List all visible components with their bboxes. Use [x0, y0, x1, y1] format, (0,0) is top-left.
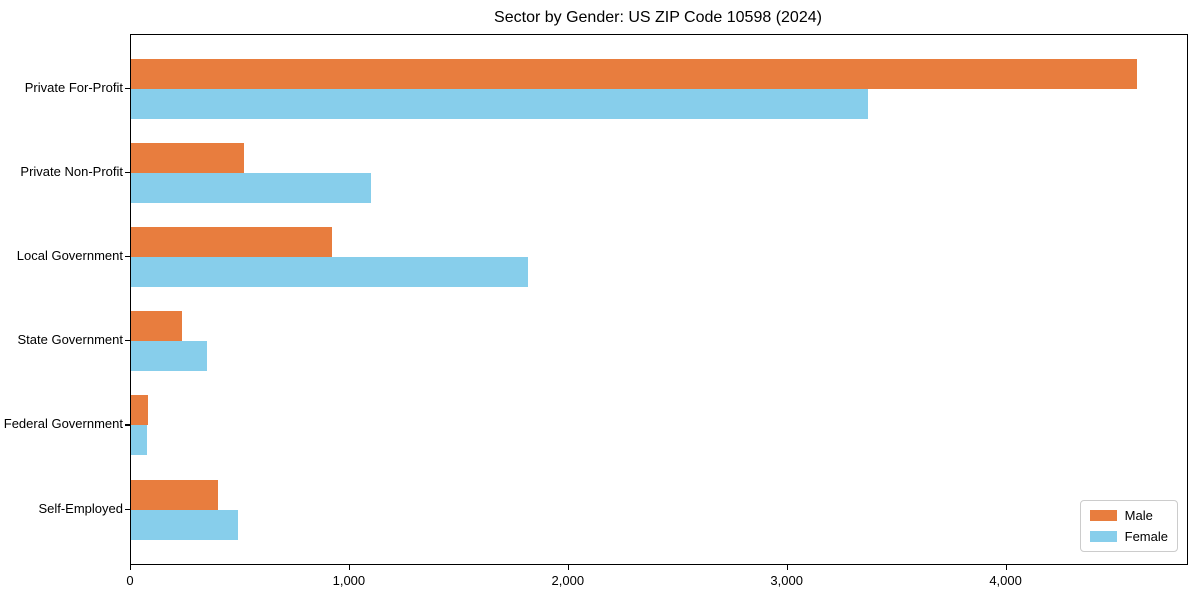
plot-area: Male Female — [130, 34, 1188, 565]
legend-swatch-female — [1089, 531, 1117, 542]
bar-male-federal-government — [131, 395, 149, 426]
ytick-label-local-government: Local Government — [16, 248, 123, 264]
chart-title: Sector by Gender: US ZIP Code 10598 (202… — [494, 9, 822, 26]
bar-female-private-for-profit — [131, 89, 868, 119]
xtick-label-3-000: 3,000 — [770, 573, 803, 588]
legend: Male Female — [1079, 500, 1178, 552]
ytick-mark — [125, 88, 130, 90]
xtick-mark — [348, 565, 351, 570]
ytick-mark — [125, 172, 130, 174]
xtick-mark — [567, 565, 569, 570]
xtick-label-0: 0 — [126, 573, 134, 588]
legend-label-male: Male — [1124, 508, 1153, 523]
xtick-label-4-000: 4,000 — [989, 573, 1022, 588]
bar-female-federal-government — [131, 425, 147, 456]
xtick-mark — [130, 565, 132, 570]
ytick-label-federal-government: Federal Government — [3, 416, 123, 432]
bar-male-private-non-profit — [131, 143, 244, 174]
ytick-mark — [125, 340, 130, 342]
ytick-label-private-non-profit: Private Non-Profit — [20, 164, 123, 180]
legend-entry-female: Female — [1089, 529, 1168, 544]
ytick-mark — [125, 256, 130, 258]
xtick-mark — [786, 565, 788, 570]
bar-male-private-for-profit — [131, 59, 1137, 89]
legend-entry-male: Male — [1089, 508, 1168, 523]
ytick-label-private-for-profit: Private For-Profit — [24, 80, 123, 95]
bar-male-state-government — [131, 311, 182, 342]
xtick-label-1-000: 1,000 — [332, 573, 366, 588]
ytick-mark — [125, 508, 130, 510]
bar-male-local-government — [131, 227, 332, 258]
bar-female-self-employed — [131, 509, 238, 540]
bar-female-state-government — [131, 341, 207, 372]
bar-female-local-government — [131, 257, 529, 288]
ytick-label-state-government: State Government — [17, 332, 124, 348]
bar-male-self-employed — [131, 479, 218, 510]
xtick-mark — [1005, 565, 1007, 570]
legend-label-female: Female — [1124, 529, 1168, 544]
legend-swatch-male — [1089, 510, 1117, 521]
bar-female-private-non-profit — [131, 173, 372, 204]
ytick-label-self-employed: Self-Employed — [38, 500, 123, 516]
xtick-label-2-000: 2,000 — [551, 573, 585, 588]
ytick-mark — [125, 424, 130, 426]
